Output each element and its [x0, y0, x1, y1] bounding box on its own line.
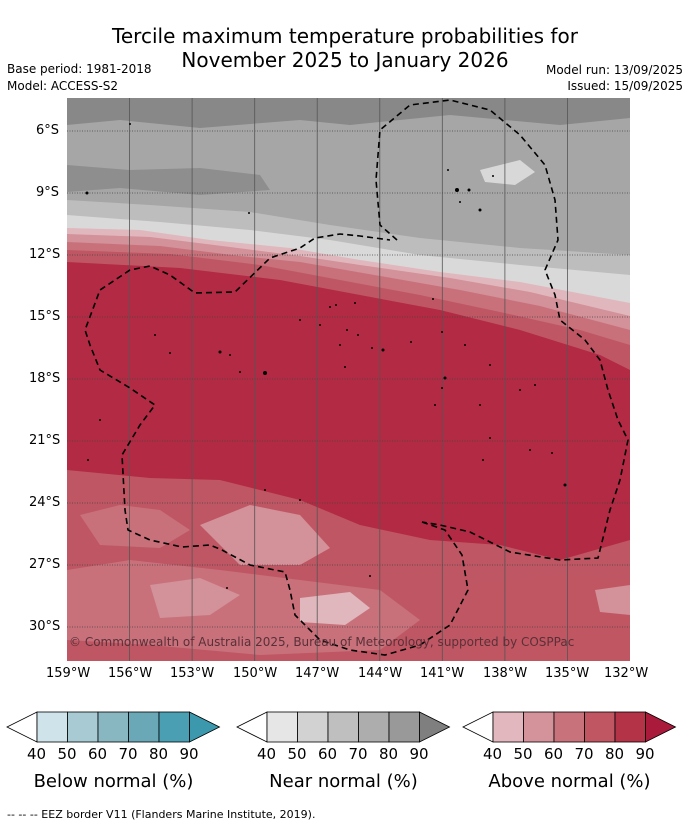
lon-label-147w: 147°W: [295, 666, 340, 681]
lon-label-138w: 138°W: [483, 666, 528, 681]
longitude-gridlines: [129, 98, 568, 661]
colorbar-tick-label: 50: [513, 745, 533, 763]
colorbar-near-normal: [236, 711, 451, 743]
colorbar-segment: [584, 711, 616, 743]
colorbar-segment: [358, 711, 390, 743]
colorbar-tick-label: 60: [88, 745, 108, 763]
lat-label-15s: 15°S: [29, 309, 61, 324]
lat-label-27s: 27°S: [29, 557, 61, 572]
colorbar-segment: [266, 711, 298, 743]
colorbar-segment: [523, 711, 555, 743]
colorbar-extend-high: [189, 711, 221, 743]
lon-label-156w: 156°W: [108, 666, 153, 681]
colorbar-tick-label: 60: [318, 745, 338, 763]
map-title-line1: Tercile maximum temperature probabilitie…: [112, 24, 578, 48]
colorbar-label-below: Below normal (%): [33, 771, 194, 792]
colorbar-tick-label: 50: [287, 745, 307, 763]
colorbar-tick-label: 40: [27, 745, 47, 763]
colorbar-tick-label: 80: [149, 745, 169, 763]
colorbar-segment: [158, 711, 190, 743]
lon-label-153w: 153°W: [170, 666, 215, 681]
eez-border: [84, 99, 629, 656]
colorbar-tick-label: 70: [574, 745, 594, 763]
colorbar-tick-label: 90: [179, 745, 199, 763]
lon-label-135w: 135°W: [545, 666, 590, 681]
colorbar-segment: [614, 711, 646, 743]
colorbar-segment: [553, 711, 585, 743]
lat-label-12s: 12°S: [29, 247, 61, 262]
colorbar-tick-label: 70: [118, 745, 138, 763]
lat-label-24s: 24°S: [29, 495, 61, 510]
colorbar-tick-label: 90: [409, 745, 429, 763]
colorbar-label-above: Above normal (%): [488, 771, 651, 792]
lon-label-141w: 141°W: [420, 666, 465, 681]
eez-footer-note: -- -- -- EEZ border V11 (Flanders Marine…: [7, 808, 316, 821]
colorbar-extend-high: [419, 711, 451, 743]
copyright-text: © Commonwealth of Australia 2025, Bureau…: [69, 635, 574, 649]
colorbar-tick-label: 40: [483, 745, 503, 763]
islands: [85, 123, 567, 589]
lon-label-159w: 159°W: [46, 666, 91, 681]
colorbar-tick-label: 40: [257, 745, 277, 763]
colorbar-tick-label: 80: [379, 745, 399, 763]
base-period-text: Base period: 1981-2018: [7, 62, 152, 76]
colorbar-tick-label: 60: [544, 745, 564, 763]
colorbar-segment: [327, 711, 359, 743]
colorbar-extend-low: [236, 711, 268, 743]
colorbar-segment: [297, 711, 329, 743]
colorbar-tick-label: 70: [348, 745, 368, 763]
map-fill: [67, 98, 630, 661]
model-run-text: Model run: 13/09/2025: [545, 63, 683, 77]
lat-label-6s: 6°S: [36, 123, 60, 138]
colorbar-extend-low: [6, 711, 38, 743]
colorbar-above-normal: [462, 711, 677, 743]
colorbars: [6, 711, 677, 743]
colorbar-below-normal: [6, 711, 221, 743]
lon-label-144w: 144°W: [358, 666, 403, 681]
colorbar-segment: [67, 711, 99, 743]
colorbar-segment: [97, 711, 129, 743]
colorbar-segment: [492, 711, 524, 743]
issued-text: Issued: 15/09/2025: [567, 79, 683, 93]
lon-label-132w: 132°W: [604, 666, 649, 681]
colorbar-segment: [388, 711, 420, 743]
lon-label-150w: 150°W: [233, 666, 278, 681]
colorbar-tick-label: 80: [605, 745, 625, 763]
colorbar-extend-low: [462, 711, 494, 743]
colorbar-label-near: Near normal (%): [269, 771, 418, 792]
lat-label-21s: 21°S: [29, 433, 61, 448]
colorbar-extend-high: [645, 711, 677, 743]
lat-label-18s: 18°S: [29, 371, 61, 386]
colorbar-segment: [128, 711, 160, 743]
map-title-line2: November 2025 to January 2026: [181, 48, 509, 72]
colorbar-tick-label: 50: [57, 745, 77, 763]
lat-label-30s: 30°S: [29, 619, 61, 634]
colorbar-tick-label: 90: [635, 745, 655, 763]
colorbar-segment: [36, 711, 68, 743]
model-text: Model: ACCESS-S2: [7, 79, 119, 93]
lat-label-9s: 9°S: [36, 185, 60, 200]
